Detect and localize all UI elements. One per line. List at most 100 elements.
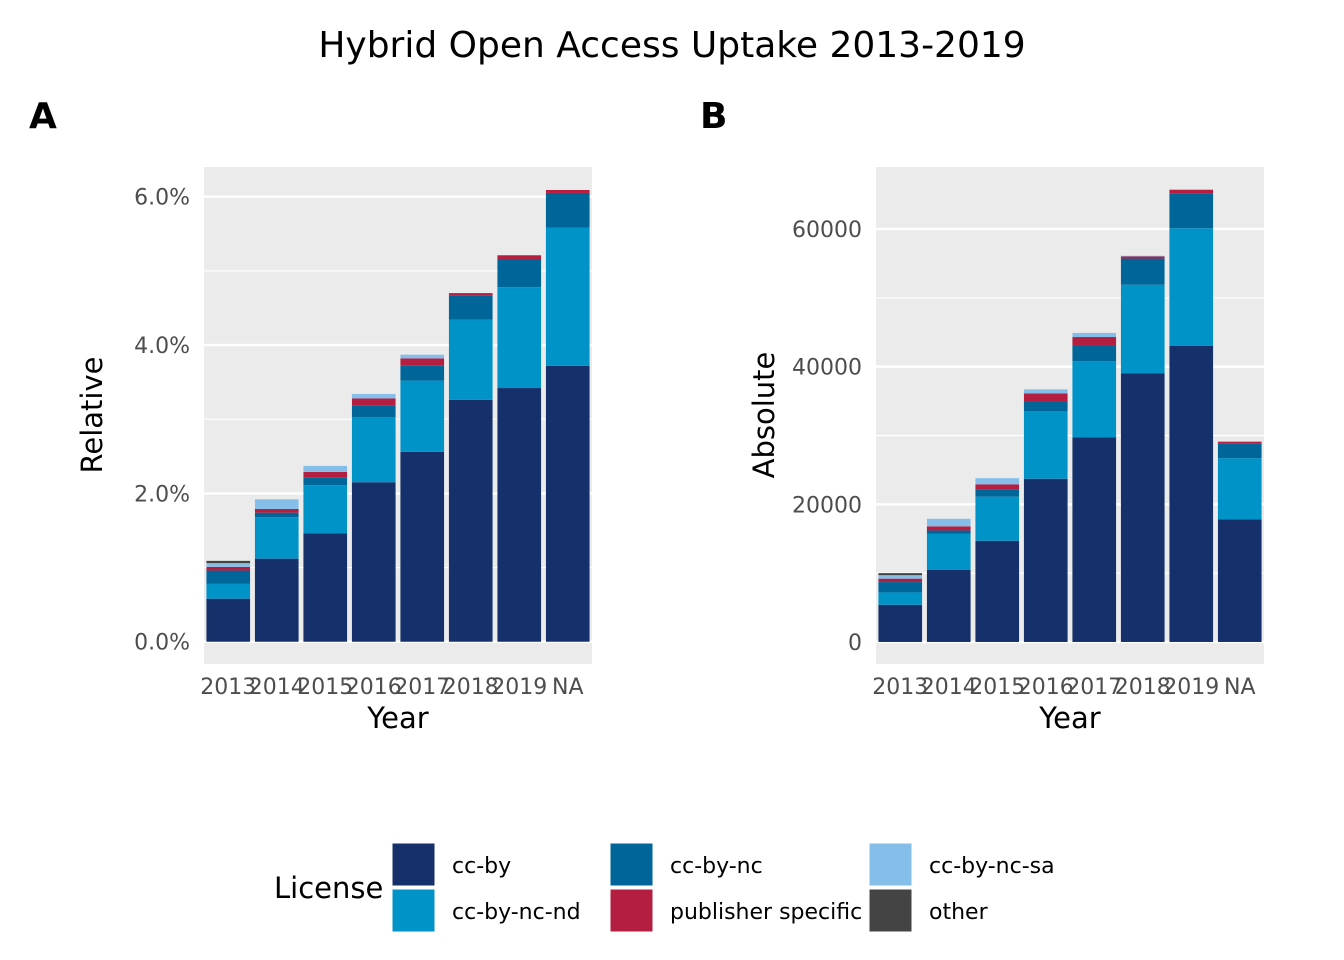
bar-b-2014-publisher-specific: [926, 526, 971, 531]
bar-a-2019-cc-by-nc-nd: [497, 287, 542, 389]
bar-b-2019-cc-by-nc: [1169, 193, 1214, 229]
y-tick-label-a: 0.0%: [134, 631, 190, 656]
y-axis-label-b: Absolute: [747, 352, 781, 479]
legend-title: License: [274, 871, 383, 905]
bar-b-2018-cc-by-nc-nd: [1120, 284, 1165, 374]
bar-b-2017-publisher-specific: [1072, 337, 1117, 346]
y-tick-labels-b: 0 20000 40000 60000: [792, 218, 862, 656]
bar-a-2016-cc-by-nc-nd: [351, 416, 396, 483]
bar-b-2014-cc-by-nc: [926, 530, 971, 534]
legend-item-publisher-specific: publisher specific: [609, 888, 862, 933]
y-tick-label-b: 40000: [792, 356, 862, 381]
y-axis-label-a: Relative: [75, 357, 109, 474]
bar-b-2018-cc-by-nc: [1120, 258, 1165, 285]
x-tick-label-a: 2016: [346, 675, 402, 700]
bar-a-2017-cc-by-nc-nd: [400, 380, 445, 452]
bar-a-2018-cc-by-nc-nd: [448, 319, 493, 400]
y-tick-labels-a: 0.0% 2.0% 4.0% 6.0%: [134, 186, 190, 656]
legend-item-cc-by: cc-by: [391, 842, 511, 887]
panel-a: A 0.0%2.0%4.0%6.0% 201320142015201620172…: [29, 96, 592, 735]
y-tick-label-a: 4.0%: [134, 334, 190, 359]
x-tick-label-b: 2017: [1066, 675, 1122, 700]
bar-a-2017-cc-by: [400, 451, 445, 642]
bar-b-2019-cc-by: [1169, 345, 1214, 642]
bar-a-2013-cc-by-nc: [206, 570, 251, 584]
legend-swatch-cc-by-nc-sa: [868, 842, 913, 887]
legend-label-cc-by-nc-sa: cc-by-nc-sa: [929, 854, 1055, 879]
y-tick-label-a: 6.0%: [134, 186, 190, 211]
x-tick-label-a: 2015: [297, 675, 353, 700]
bars-b: [878, 189, 1262, 642]
x-tick-label-a: 2017: [394, 675, 450, 700]
bar-b-2015-publisher-specific: [975, 484, 1020, 490]
x-tick-label-b: 2013: [872, 675, 928, 700]
legend-swatch-cc-by-nc: [609, 842, 654, 887]
x-tick-label-a: 2013: [200, 675, 256, 700]
bar-a-2015-cc-by: [303, 533, 348, 642]
bar-b-2018-publisher-specific: [1120, 256, 1165, 259]
legend-item-cc-by-nc-nd: cc-by-nc-nd: [391, 888, 581, 933]
bar-b-2019-cc-by-nc-nd: [1169, 228, 1214, 346]
bar-b-2017-cc-by-nc: [1072, 345, 1117, 362]
bar-b-2019-publisher-specific: [1169, 189, 1214, 194]
legend-swatch-cc-by: [391, 842, 436, 887]
bar-a-2014-publisher-specific: [254, 508, 299, 513]
bar-b-2017-cc-by-nc-sa: [1072, 332, 1117, 338]
bar-a-2016-cc-by: [351, 482, 396, 642]
bar-b-2014-cc-by: [926, 569, 971, 642]
bar-b-2013-cc-by-nc-sa: [878, 575, 923, 579]
bar-a-2014-cc-by: [254, 558, 299, 642]
y-tick-label-a: 2.0%: [134, 482, 190, 507]
bar-b-2016-cc-by-nc-nd: [1023, 411, 1068, 479]
bar-a-2014-cc-by-nc: [254, 512, 299, 518]
bar-b-2016-publisher-specific: [1023, 393, 1068, 402]
legend-label-cc-by: cc-by: [452, 854, 511, 879]
bar-a-2013-publisher-specific: [206, 566, 251, 571]
bar-a-2019-cc-by: [497, 388, 542, 642]
legend-swatch-other: [868, 888, 913, 933]
bar-b-na-publisher-specific: [1217, 441, 1262, 444]
x-axis-label-a: Year: [366, 701, 428, 735]
bar-a-2019-publisher-specific: [497, 255, 542, 259]
bar-b-na-cc-by-nc: [1217, 443, 1262, 459]
bar-b-2016-cc-by-nc-sa: [1023, 389, 1068, 394]
bar-a-2014-cc-by-nc-sa: [254, 499, 299, 509]
legend-label-publisher-specific: publisher specific: [670, 900, 862, 925]
bar-b-na-cc-by: [1217, 519, 1262, 642]
bar-a-na-cc-by: [545, 365, 590, 642]
x-tick-label-b: 2014: [921, 675, 977, 700]
bar-b-2018-cc-by-nc-sa: [1120, 255, 1165, 257]
bar-a-2016-publisher-specific: [351, 398, 396, 406]
x-tick-label-a: 2019: [491, 675, 547, 700]
x-tick-label-a: 2014: [249, 675, 305, 700]
bar-a-2013-cc-by: [206, 598, 251, 642]
bar-a-2019-cc-by-nc: [497, 258, 542, 288]
bar-a-2017-cc-by-nc-sa: [400, 354, 445, 359]
legend-swatch-cc-by-nc-nd: [391, 888, 436, 933]
bar-b-2017-cc-by-nc-nd: [1072, 361, 1117, 438]
bar-a-2015-cc-by-nc-sa: [303, 465, 348, 472]
bar-b-2013-cc-by: [878, 604, 923, 642]
bar-b-2013-other: [878, 573, 923, 576]
bar-a-2018-cc-by-nc: [448, 295, 493, 320]
bar-b-2017-cc-by: [1072, 437, 1117, 642]
bar-b-2015-cc-by-nc-sa: [975, 478, 1020, 485]
bar-a-na-cc-by-nc-nd: [545, 227, 590, 366]
bar-a-2015-cc-by-nc-nd: [303, 485, 348, 534]
x-tick-label-a: NA: [552, 675, 584, 700]
bar-b-2015-cc-by-nc-nd: [975, 496, 1020, 541]
legend-item-cc-by-nc: cc-by-nc: [609, 842, 763, 887]
bars-a: [206, 189, 590, 642]
bar-a-2013-other: [206, 560, 251, 564]
bar-b-2018-cc-by: [1120, 373, 1165, 642]
bar-b-2015-cc-by-nc: [975, 489, 1020, 497]
legend-item-cc-by-nc-sa: cc-by-nc-sa: [868, 842, 1055, 887]
legend-item-other: other: [868, 888, 989, 933]
bar-a-2016-cc-by-nc: [351, 405, 396, 417]
bar-b-2014-cc-by-nc-nd: [926, 533, 971, 570]
panel-label-a: A: [29, 96, 57, 137]
